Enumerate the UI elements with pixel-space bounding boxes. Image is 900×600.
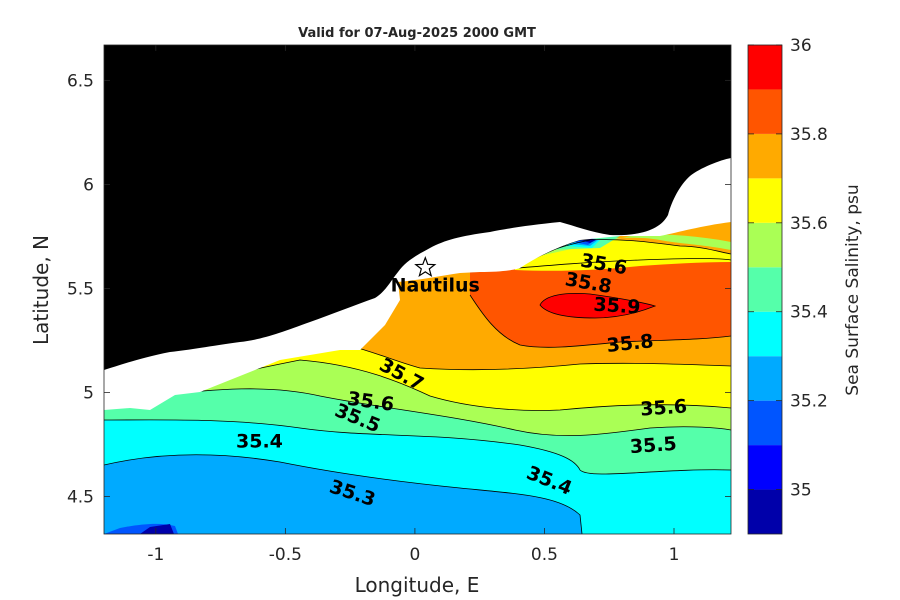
x-axis-label: Longitude, E <box>355 573 480 597</box>
colorbar-tick-label: 35.6 <box>790 214 828 234</box>
colorbar-bands <box>748 45 782 534</box>
contour-label: 35.4 <box>236 430 283 452</box>
colorbar-band <box>748 178 782 223</box>
band-36-0 <box>540 293 655 318</box>
x-tick-label: 1 <box>669 545 680 565</box>
x-tick-label: 0 <box>409 545 420 565</box>
y-ticks: 4.5 5 5.5 6 6.5 <box>67 71 731 508</box>
colorbar-tick-label: 35.2 <box>790 392 828 412</box>
star-icon <box>414 255 437 278</box>
colorbar-band <box>748 267 782 312</box>
x-tick-label: -0.5 <box>269 545 302 565</box>
y-tick-label: 5 <box>83 384 94 404</box>
colorbar-band <box>748 356 782 401</box>
colorbar-ticks: 35 35.2 35.4 35.6 35.8 36 <box>748 36 828 501</box>
y-axis-label: Latitude, N <box>29 235 53 345</box>
colorbar-band <box>748 89 782 134</box>
colorbar-band <box>748 445 782 490</box>
x-tick-label: -1 <box>147 545 164 565</box>
y-tick-label: 6 <box>83 175 94 195</box>
colorbar-band <box>748 489 782 534</box>
band-low-35-1 <box>140 524 174 534</box>
colorbar-band <box>748 133 782 179</box>
colorbar-tick-label: 36 <box>790 36 812 56</box>
station-label: Nautilus <box>391 275 480 297</box>
contour-label: 35.8 <box>606 330 655 357</box>
land-mass <box>104 45 731 370</box>
x-ticks: -1 -0.5 0 0.5 1 <box>147 45 679 565</box>
colorbar-band <box>748 222 782 268</box>
plot-area <box>104 45 731 534</box>
contour-label: 35.5 <box>629 433 677 458</box>
colorbar-label: Sea Surface Salinity, psu <box>843 184 863 395</box>
chart-title: Valid for 07-Aug-2025 2000 GMT <box>298 26 536 41</box>
colorbar-band <box>748 45 782 90</box>
colorbar-tick-label: 35.4 <box>790 303 828 323</box>
contour-label: 35.9 <box>593 293 641 318</box>
colorbar-band <box>748 311 782 357</box>
colorbar-box <box>747 44 783 535</box>
colorbar-tick-label: 35.8 <box>790 125 828 145</box>
axes-box <box>103 44 732 535</box>
station-marker: Nautilus <box>391 255 480 297</box>
colorbar-band <box>748 400 782 446</box>
x-tick-label: 0.5 <box>531 545 558 565</box>
band-plume-35-5 <box>530 234 731 258</box>
y-tick-label: 6.5 <box>67 71 94 91</box>
colorbar-tick-label: 35 <box>790 481 812 501</box>
y-tick-label: 5.5 <box>67 279 94 299</box>
y-tick-label: 4.5 <box>67 488 94 508</box>
contour-label: 35.6 <box>640 395 688 420</box>
colorbar: 35 35.2 35.4 35.6 35.8 36 Sea Surface Salinit… <box>747 36 863 535</box>
